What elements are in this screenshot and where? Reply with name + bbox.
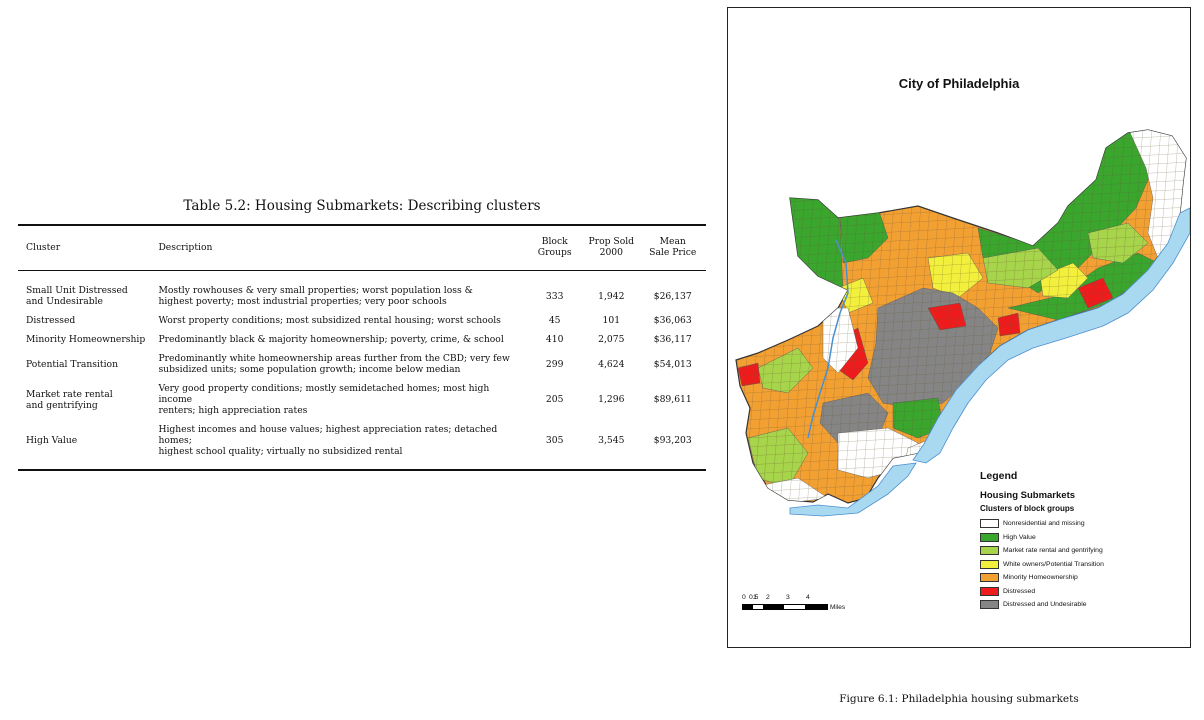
region-potential-transition [927, 252, 984, 299]
cell-description: Highest incomes and house values; highes… [158, 424, 498, 458]
header-cluster: Cluster [26, 241, 61, 253]
map-title: City of Philadelphia [898, 76, 1020, 91]
cell-cluster: Potential Transition [26, 358, 119, 370]
cell-prop-sold: 2,075 [598, 334, 625, 346]
scale-tick-label: 4 [806, 594, 810, 601]
delaware-river [912, 207, 1190, 464]
legend-item: Nonresidential and missing [980, 517, 1104, 531]
clusters-table: Cluster Description Block Groups Prop So… [18, 224, 706, 471]
legend-item: Distressed [980, 585, 1104, 599]
scale-bar-unit: Miles [830, 604, 846, 611]
scale-bar-labels: 0 0.5 1 2 3 4 [742, 594, 852, 603]
legend-swatch [980, 559, 999, 569]
cell-prop-sold: 1,296 [598, 394, 625, 406]
table-row: Small Unit Distressed and Undesirable Mos… [18, 271, 706, 312]
legend-label: Distressed and Undesirable [1003, 601, 1087, 609]
legend-label: White owners/Potential Transition [1003, 560, 1104, 568]
block-line [736, 233, 1186, 260]
scale-bar-graphic [742, 604, 828, 610]
legend-label: Distressed [1003, 587, 1036, 595]
header-block-groups: Block Groups [537, 236, 572, 259]
region-distressed-4 [737, 362, 761, 387]
legend-label: High Value [1003, 533, 1036, 541]
scale-tick-label: 1 [753, 594, 757, 601]
legend-swatch [980, 532, 999, 542]
legend-item: Distressed and Undesirable [980, 598, 1104, 612]
header-mean-price: Mean Sale Price [649, 236, 697, 259]
table-row: Market rate rental and gentrifying Very g… [18, 379, 706, 420]
cell-block-groups: 45 [548, 315, 561, 327]
header-description: Description [158, 241, 213, 253]
cell-cluster: Minority Homeownership [26, 334, 146, 346]
cell-description: Predominantly black & majority homeowner… [158, 334, 504, 346]
legend-swatch [980, 546, 999, 556]
legend-item: White owners/Potential Transition [980, 558, 1104, 572]
scale-tick-label: 0.5 [749, 594, 759, 601]
map-legend: Legend Housing Submarkets Clusters of bl… [980, 470, 1104, 612]
legend-swatch [980, 519, 999, 529]
figure-caption: Figure 6.1: Philadelphia housing submark… [839, 693, 1079, 705]
block-line [736, 224, 1186, 251]
schuylkill-river [807, 239, 849, 439]
scale-tick-label: 2 [766, 594, 770, 601]
legend-item: Minority Homeownership [980, 571, 1104, 585]
cell-block-groups: 299 [545, 358, 564, 370]
block-line [736, 130, 1186, 134]
cell-mean-price: $36,117 [653, 334, 692, 346]
table-row: Minority Homeownership Predominantly blac… [18, 330, 706, 349]
legend-label: Minority Homeownership [1003, 574, 1078, 582]
cell-prop-sold: 3,545 [598, 435, 625, 447]
cell-mean-price: $93,203 [653, 435, 692, 447]
cell-cluster: Small Unit Distressed and Undesirable [26, 285, 128, 308]
block-line [736, 130, 739, 503]
scale-tick-label: 3 [786, 594, 790, 601]
cell-prop-sold: 1,942 [598, 290, 625, 302]
block-line [736, 130, 748, 503]
table-caption: Table 5.2: Housing Submarkets: Describin… [183, 198, 541, 214]
region-potential-transition-3 [837, 277, 874, 314]
legend-title: Legend [980, 470, 1018, 482]
cell-description: Mostly rowhouses & very small properties… [158, 285, 473, 308]
table-header-row: Cluster Description Block Groups Prop So… [18, 225, 706, 271]
cell-cluster: Distressed [26, 315, 76, 327]
cell-mean-price: $36,063 [653, 315, 692, 327]
schuylkill-river-mouth [789, 462, 917, 517]
legend-swatch [980, 573, 999, 583]
cell-block-groups: 333 [545, 290, 564, 302]
block-line [736, 215, 1186, 242]
cell-prop-sold: 4,624 [598, 358, 625, 370]
scale-tick-label: 0 [742, 594, 746, 601]
legend-swatch [980, 600, 999, 610]
legend-item: Market rate rental and gentrifying [980, 544, 1104, 558]
legend-label: Market rate rental and gentrifying [1003, 547, 1103, 555]
table-row: Distressed Worst property conditions; mos… [18, 311, 706, 330]
cell-description: Worst property conditions; most subsidiz… [158, 315, 501, 327]
cell-cluster: Market rate rental and gentrifying [26, 388, 113, 411]
cell-block-groups: 305 [545, 435, 564, 447]
map-frame: City of Philadelphia Legend Housing Subm… [727, 7, 1191, 648]
cell-prop-sold: 101 [602, 315, 621, 327]
cell-mean-price: $26,137 [653, 290, 692, 302]
cell-description: Very good property conditions; mostly se… [158, 383, 490, 417]
philadelphia-map [735, 129, 1190, 517]
legend-item: High Value [980, 531, 1104, 545]
cell-mean-price: $89,611 [653, 394, 692, 406]
region-market-rate-2 [757, 347, 814, 394]
cell-block-groups: 410 [545, 334, 564, 346]
table-row: High Value Highest incomes and house valu… [18, 420, 706, 471]
header-prop-sold: Prop Sold 2000 [588, 236, 635, 259]
table-body: Small Unit Distressed and Undesirable Mos… [18, 271, 706, 471]
table-row: Potential Transition Predominantly white … [18, 349, 706, 379]
legend-subtitle: Housing Submarkets [980, 490, 1076, 501]
legend-swatch [980, 586, 999, 596]
cell-description: Predominantly white homeownership areas … [158, 353, 510, 376]
cell-block-groups: 205 [545, 394, 564, 406]
cell-cluster: High Value [26, 435, 78, 447]
legend-items: Nonresidential and missing High Value Mark… [980, 517, 1104, 612]
legend-subtitle-2: Clusters of block groups [980, 504, 1075, 513]
legend-label: Nonresidential and missing [1003, 520, 1085, 528]
table-block: Table 5.2: Housing Submarkets: Describin… [18, 198, 706, 471]
scale-bar: 0 0.5 1 2 3 4 Miles [742, 594, 852, 611]
cell-mean-price: $54,013 [653, 358, 692, 370]
